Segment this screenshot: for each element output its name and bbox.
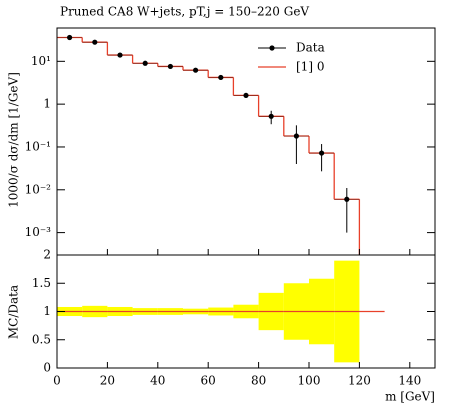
x-tick-label: 20 (100, 374, 115, 388)
data-point (92, 39, 98, 45)
data-point (193, 67, 199, 73)
data-point (293, 133, 299, 139)
ratio-y-tick-label: 1 (43, 304, 51, 318)
y-tick-label: 10⁻¹ (25, 139, 51, 153)
legend-label: [1] 0 (296, 60, 324, 74)
x-tick-label: 140 (398, 374, 421, 388)
ratio-y-axis-label: MC/Data (7, 285, 21, 339)
data-point (117, 52, 123, 58)
data-point (268, 113, 274, 119)
ratio-y-tick-label: 0 (43, 361, 51, 375)
main-frame (56, 27, 436, 256)
legend-label: Data (296, 41, 325, 55)
y-tick-label: 1 (43, 97, 51, 111)
chart-title: Pruned CA8 W+jets, pT,j = 150–220 GeV (60, 5, 309, 19)
legend-data-marker (269, 45, 275, 51)
ratio-y-tick-label: 2 (43, 248, 51, 262)
x-tick-label: 100 (298, 374, 321, 388)
data-point (67, 34, 73, 41)
x-tick-label: 60 (201, 374, 216, 388)
data-point (167, 63, 173, 70)
y-tick-label: 10⁻² (25, 182, 52, 196)
data-point (243, 92, 249, 99)
x-tick-label: 120 (348, 374, 371, 388)
ratio-y-tick-label: 0.5 (32, 332, 51, 346)
y-tick-label: 10⁻³ (25, 225, 52, 239)
data-point (344, 196, 350, 202)
x-tick-label: 0 (53, 374, 61, 388)
x-axis-label: m [GeV] (385, 390, 435, 404)
data-point (142, 60, 148, 66)
y-axis-label: 1000/σ dσ/dm [1/GeV] (7, 72, 21, 208)
data-point (218, 74, 224, 81)
ratio-y-tick-label: 1.5 (32, 276, 51, 290)
data-point (319, 150, 325, 156)
x-tick-label: 80 (251, 374, 266, 388)
y-tick-label: 10¹ (31, 54, 51, 68)
x-tick-label: 40 (150, 374, 165, 388)
